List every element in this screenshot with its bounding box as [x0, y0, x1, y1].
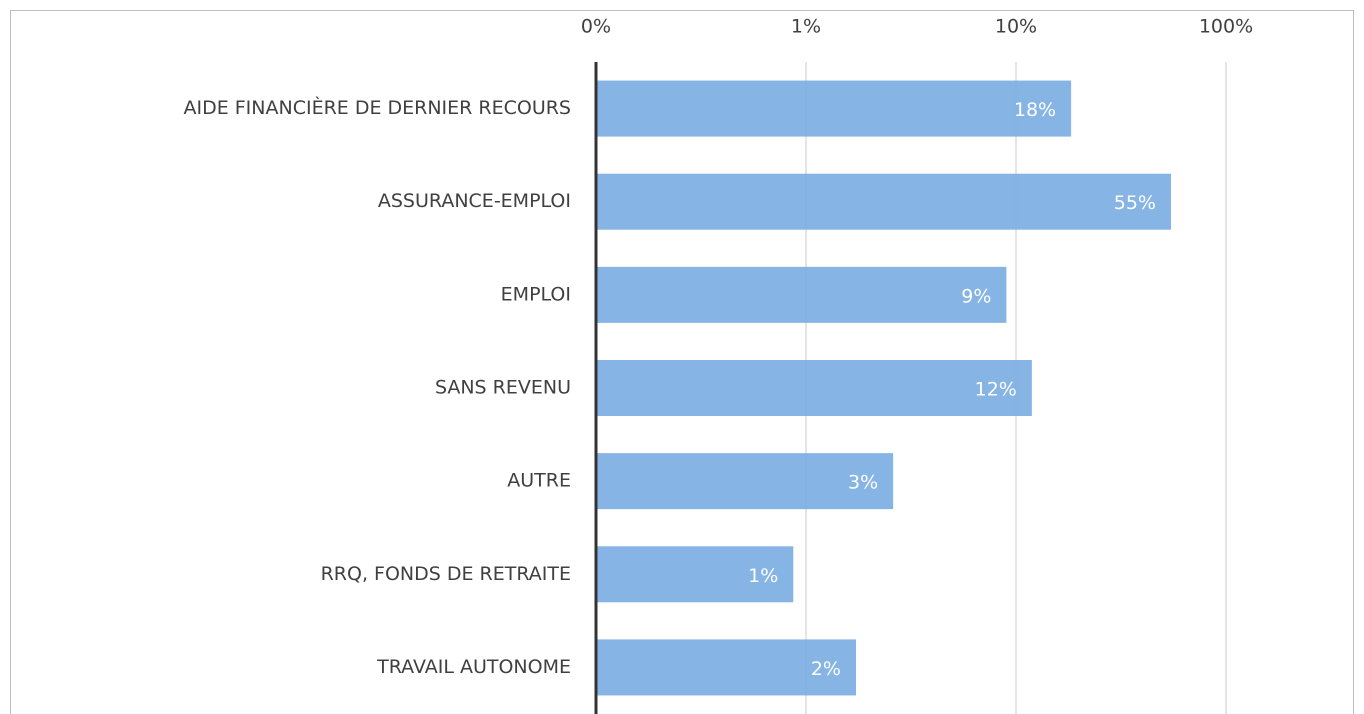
value-label: 1% [748, 565, 778, 587]
value-label: 2% [811, 658, 841, 680]
bar [596, 453, 894, 510]
bar [596, 266, 1007, 323]
bar [596, 639, 856, 696]
y-tick-label: EMPLOI [501, 283, 571, 305]
chart-frame [10, 10, 1354, 714]
bar [596, 173, 1171, 230]
bar [596, 546, 794, 603]
y-tick-label: SANS REVENU [435, 377, 571, 399]
y-tick-label: ASSURANCE-EMPLOI [378, 190, 571, 212]
value-label: 9% [961, 285, 991, 307]
y-tick-label: AUTRE [507, 470, 571, 492]
bar [596, 80, 1072, 137]
x-tick-label: 0% [581, 16, 611, 38]
bar [596, 360, 1032, 416]
x-tick-label: 100% [1199, 16, 1253, 38]
y-tick-label: AIDE FINANCIÈRE DE DERNIER RECOURS [183, 96, 571, 119]
y-tick-label: TRAVAIL AUTONOME [376, 656, 571, 678]
value-label: 55% [1114, 192, 1156, 214]
y-tick-label: RRQ, FONDS DE RETRAITE [321, 563, 571, 585]
x-tick-label: 1% [791, 16, 821, 38]
x-tick-label: 10% [995, 16, 1037, 38]
value-label: 18% [1014, 99, 1056, 121]
value-label: 3% [848, 472, 878, 494]
value-label: 12% [975, 379, 1017, 401]
